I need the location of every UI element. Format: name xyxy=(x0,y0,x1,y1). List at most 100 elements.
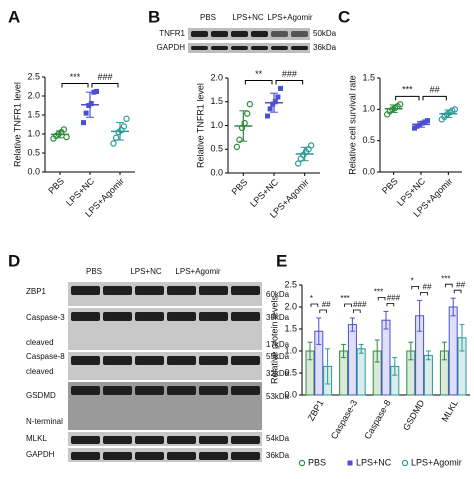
significance-bracket xyxy=(420,292,428,296)
blot-strip xyxy=(68,308,262,350)
significance-bracket xyxy=(91,82,119,88)
y-axis-label: Relative TNFR1 level xyxy=(12,82,22,167)
y-tick-label: 0.0 xyxy=(284,389,297,399)
blot-band xyxy=(135,286,164,295)
blot-band xyxy=(199,286,228,295)
data-point xyxy=(272,99,278,105)
data-point xyxy=(246,100,254,108)
significance-label: ### xyxy=(282,69,297,79)
y-axis-label: Relative protein levels xyxy=(269,295,279,384)
blot-band xyxy=(135,356,164,365)
panel-letter: C xyxy=(338,7,350,26)
blot-band xyxy=(199,452,228,460)
blot-band xyxy=(103,436,132,444)
significance-label: ### xyxy=(387,294,401,303)
size-label: 36kDa xyxy=(313,43,337,52)
significance-label: * xyxy=(310,294,313,303)
significance-label: *** xyxy=(70,72,81,82)
legend-label: PBS xyxy=(308,457,326,467)
significance-label: *** xyxy=(374,288,383,297)
blot-band xyxy=(231,356,260,365)
significance-bracket xyxy=(377,297,386,301)
blot-strip xyxy=(68,352,262,380)
y-tick-label: 1.0 xyxy=(27,128,40,138)
blot-band xyxy=(199,386,228,395)
significance-label: ** xyxy=(255,69,263,79)
significance-bracket xyxy=(344,303,352,307)
data-point xyxy=(419,120,425,126)
data-point xyxy=(425,118,430,124)
blot-band xyxy=(271,46,288,50)
legend-marker xyxy=(298,459,306,467)
band-label: GSDMD xyxy=(26,391,56,400)
blot-band xyxy=(167,356,196,365)
panel-letter: B xyxy=(148,7,160,26)
data-point xyxy=(120,123,128,130)
data-point xyxy=(233,143,241,151)
y-tick-label: 0.5 xyxy=(284,367,297,377)
blot-band xyxy=(103,312,132,321)
significance-label: ## xyxy=(322,300,331,309)
blot-band xyxy=(231,386,260,395)
size-label: 36kDa xyxy=(266,451,290,460)
band-label: GAPDH xyxy=(157,43,186,52)
bar xyxy=(356,348,366,396)
lane-label: PBS xyxy=(200,13,216,22)
significance-bracket xyxy=(353,309,361,313)
legend-label: LPS+Agomir xyxy=(411,457,462,467)
significance-label: * xyxy=(411,277,414,286)
legend-marker xyxy=(401,459,409,467)
blot-band xyxy=(135,386,164,395)
blot-band xyxy=(167,436,196,444)
significance-bracket xyxy=(244,79,273,85)
blot-band xyxy=(291,31,308,37)
data-point xyxy=(307,142,315,149)
blot-band xyxy=(135,436,164,444)
data-point xyxy=(396,101,404,108)
blot-band xyxy=(191,31,208,37)
data-point xyxy=(270,101,276,107)
lane-label: LPS+NC xyxy=(232,13,264,22)
data-point xyxy=(414,123,420,129)
blot-band xyxy=(231,452,260,460)
y-tick-label: 1.5 xyxy=(210,96,223,106)
blot-band xyxy=(103,286,132,295)
y-tick-label: 1.0 xyxy=(210,120,223,130)
blot-band xyxy=(135,312,164,321)
lane-label: LPS+NC xyxy=(130,267,162,276)
size-label: 32kDa xyxy=(266,369,290,378)
y-tick-label: 0.0 xyxy=(210,167,223,177)
y-tick-label: 0.0 xyxy=(362,166,375,176)
significance-bracket xyxy=(453,289,462,294)
significance-label: ## xyxy=(456,280,465,289)
data-point xyxy=(88,101,94,107)
y-axis-label: Relative cell survival rate xyxy=(347,75,357,175)
size-label: 50kDa xyxy=(313,29,337,38)
significance-bracket xyxy=(319,309,327,313)
significance-label: *** xyxy=(402,85,413,95)
blot-band xyxy=(71,436,100,444)
bar xyxy=(347,324,357,396)
band-label: N-terminal xyxy=(26,417,63,426)
y-tick-label: 2.5 xyxy=(27,71,40,81)
band-label: TNFR1 xyxy=(159,29,185,38)
significance-bracket xyxy=(445,283,453,288)
blot-band xyxy=(231,436,260,444)
size-label: 54kDa xyxy=(266,434,290,443)
data-point xyxy=(275,94,281,100)
legend-label: LPS+NC xyxy=(356,457,392,467)
significance-bracket xyxy=(411,286,419,290)
significance-bracket xyxy=(61,82,89,88)
data-point xyxy=(94,88,99,94)
blot-band xyxy=(71,312,100,321)
panel-letter: E xyxy=(276,251,287,270)
blot-band xyxy=(71,452,100,460)
band-label: MLKL xyxy=(26,434,47,443)
blot-band xyxy=(231,46,248,50)
blot-band xyxy=(71,386,100,395)
blot-band xyxy=(271,31,288,37)
panel-letter: A xyxy=(8,7,20,26)
size-label: 17kDa xyxy=(266,340,290,349)
size-label: 35kDa xyxy=(266,313,290,322)
significance-bracket xyxy=(395,95,420,101)
